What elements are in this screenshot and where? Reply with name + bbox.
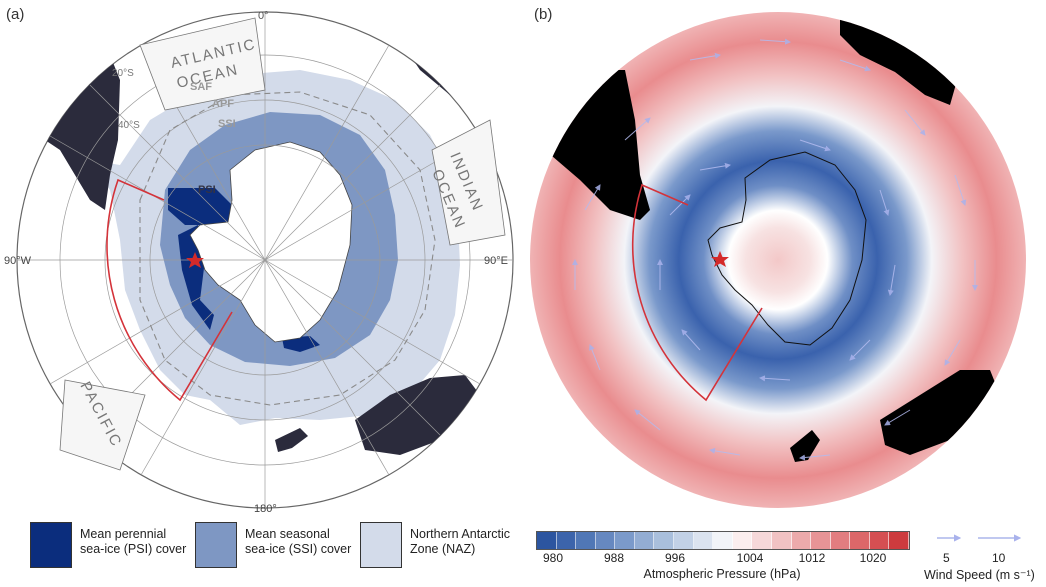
cb-tick-1012: 1012 [798, 551, 826, 565]
pressure-title: Atmospheric Pressure (hPa) [643, 567, 801, 581]
africa-b [840, 12, 960, 105]
colorbar-step [771, 532, 792, 549]
saf-label: SAF [190, 81, 212, 93]
lat-40-label: 40°S [118, 120, 140, 131]
wind-tick-5: 5 [943, 551, 950, 565]
cb-tick-996: 996 [664, 551, 686, 565]
antarctica [189, 141, 353, 343]
colorbar-step [713, 532, 733, 549]
legend-swatch-naz [360, 522, 402, 568]
panel-b-label: (b) [534, 6, 553, 23]
colorbar-step [811, 532, 831, 549]
maps-svg: ATLANTIC OCEAN INDIAN OCEAN PACIFIC SAF … [4, 10, 1026, 515]
psi-label: PSI [198, 184, 216, 196]
site-star-b [711, 251, 729, 267]
colorbar-step [634, 532, 655, 549]
colorbar-step [752, 532, 772, 549]
legend-label-psi: Mean perennial sea-ice (PSI) cover [80, 527, 186, 557]
pressure-colorbar [536, 531, 910, 550]
legend-naz-line1: Northern Antarctic [410, 527, 511, 541]
colorbar-step [674, 532, 694, 549]
colorbar-step [615, 532, 635, 549]
new-zealand-b [790, 430, 820, 462]
colorbar-step [889, 532, 909, 549]
colorbar-step [869, 532, 890, 549]
colorbar-step [654, 532, 675, 549]
colorbar-step [850, 532, 870, 549]
legend-naz-line2: Zone (NAZ) [410, 542, 476, 556]
study-sector-b [631, 183, 763, 402]
legend-label-naz: Northern Antarctic Zone (NAZ) [410, 527, 510, 557]
colorbar-step [693, 532, 714, 549]
colorbar-step [537, 532, 557, 549]
cb-tick-1004: 1004 [736, 551, 764, 565]
legend-swatch-psi [30, 522, 72, 568]
panel-a-label: (a) [6, 6, 25, 23]
map-panel-b [530, 12, 1026, 508]
colorbar-step [595, 532, 616, 549]
map-panel-a: ATLANTIC OCEAN INDIAN OCEAN PACIFIC SAF … [4, 10, 514, 515]
colorbar-step [556, 532, 577, 549]
lon-bottom-label: 180° [254, 503, 277, 515]
colorbar-step [732, 532, 753, 549]
colorbar-step [830, 532, 851, 549]
new-zealand [275, 428, 308, 452]
wind-title: Wind Speed (m s⁻¹) [924, 568, 1035, 582]
australia [355, 375, 480, 455]
antarctica-b [707, 151, 867, 346]
colorbar-step [576, 532, 596, 549]
psi-cover [168, 188, 232, 225]
cb-tick-1020: 1020 [859, 551, 887, 565]
site-star-a [186, 252, 204, 268]
legend-label-ssi: Mean seasonal sea-ice (SSI) cover [245, 527, 351, 557]
australia-b [880, 370, 1000, 455]
legend-swatch-ssi [195, 522, 237, 568]
legend-ssi-line1: Mean seasonal [245, 527, 330, 541]
legend-psi-line1: Mean perennial [80, 527, 167, 541]
wind-tick-10: 10 [992, 551, 1006, 565]
lon-left-label: 90°W [4, 255, 32, 267]
ssi-label: SSI [218, 118, 236, 130]
colorbar-step [791, 532, 812, 549]
lon-top-label: 0° [258, 10, 269, 22]
cb-tick-988: 988 [603, 551, 625, 565]
graticule-a [17, 12, 513, 508]
legend-psi-line2: sea-ice (PSI) cover [80, 542, 187, 556]
study-sector-a [106, 178, 233, 402]
cb-tick-980: 980 [542, 551, 564, 565]
lon-right-label: 90°E [484, 255, 508, 267]
apf-label: APF [212, 98, 234, 110]
lat-20-label: 20°S [112, 68, 134, 79]
legend-ssi-line2: sea-ice (SSI) cover [245, 542, 352, 556]
